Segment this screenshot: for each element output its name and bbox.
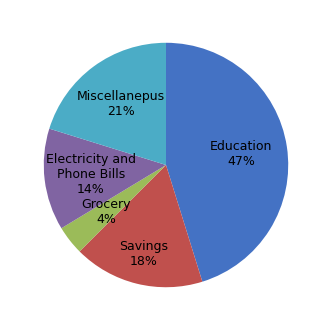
Wedge shape: [49, 43, 166, 165]
Text: Miscellanepus
21%: Miscellanepus 21%: [77, 90, 165, 118]
Text: Savings
18%: Savings 18%: [120, 240, 169, 268]
Text: Education
47%: Education 47%: [210, 140, 272, 168]
Wedge shape: [80, 165, 203, 287]
Text: Grocery
4%: Grocery 4%: [82, 198, 131, 226]
Wedge shape: [61, 165, 166, 251]
Wedge shape: [44, 129, 166, 228]
Wedge shape: [166, 43, 288, 282]
Text: Electricity and
Phone Bills
14%: Electricity and Phone Bills 14%: [46, 153, 136, 196]
